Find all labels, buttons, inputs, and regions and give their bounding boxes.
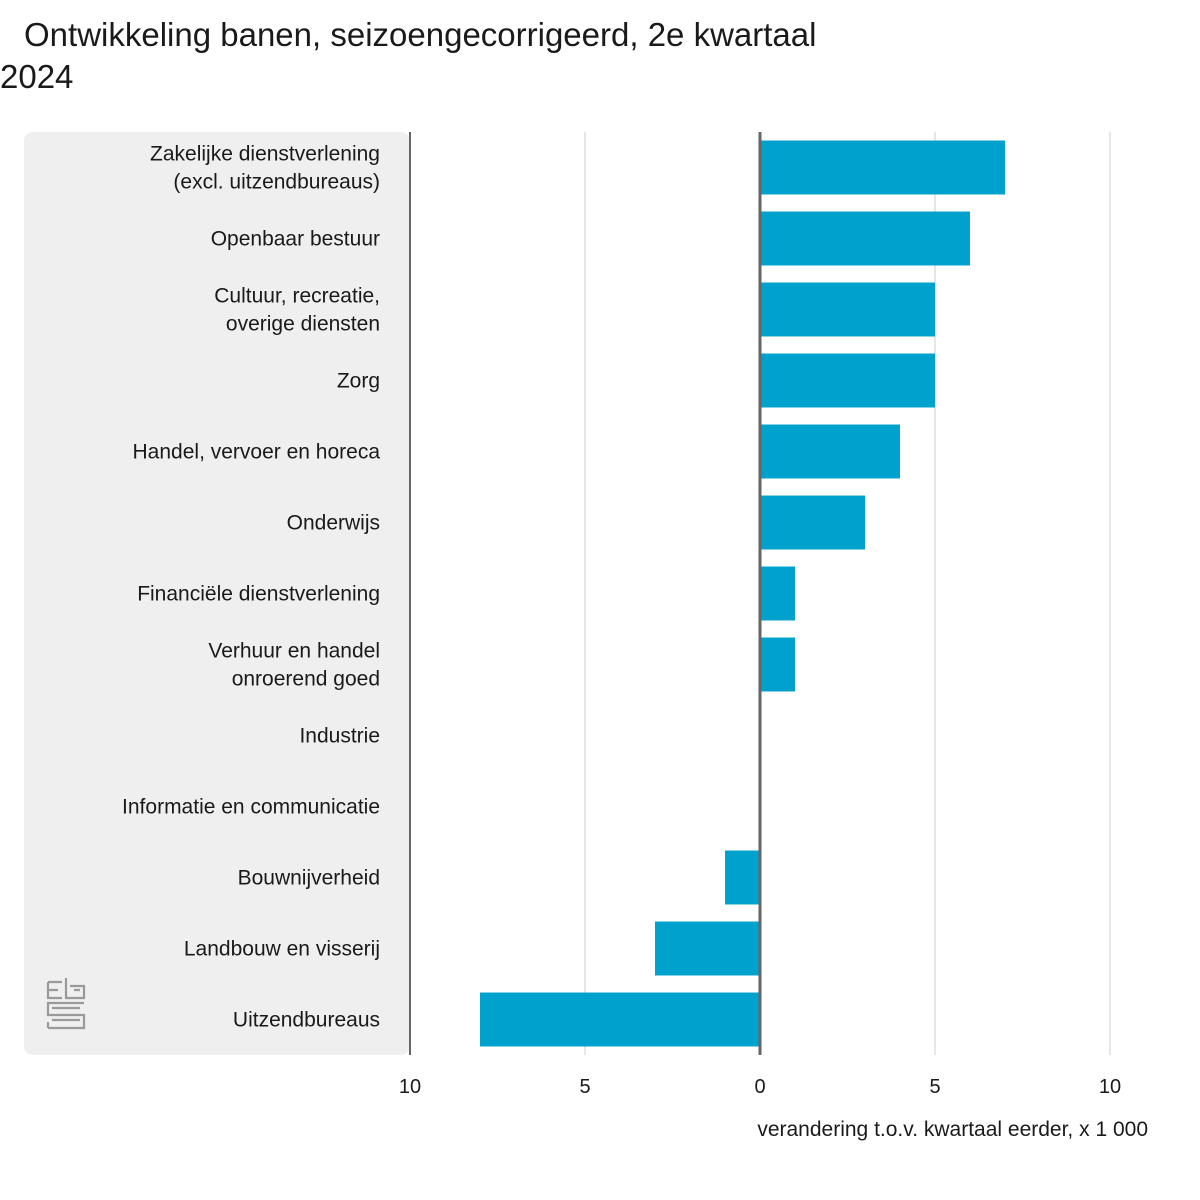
bar-12 bbox=[480, 992, 760, 1047]
category-label-line: Financiële dienstverlening bbox=[137, 583, 380, 606]
category-label-line: Informatie en communicatie bbox=[122, 796, 380, 819]
category-label-panel bbox=[24, 132, 410, 1055]
cbs-logo-icon bbox=[46, 978, 86, 1030]
x-axis-title: verandering t.o.v. kwartaal eerder, x 1 … bbox=[757, 1118, 1148, 1141]
bar-11 bbox=[655, 921, 760, 976]
category-label-line: Bouwnijverheid bbox=[238, 867, 380, 890]
category-label-line: Openbaar bestuur bbox=[211, 228, 380, 251]
category-label-line: Uitzendbureaus bbox=[233, 1009, 380, 1032]
bar-6 bbox=[760, 566, 795, 621]
category-label-line: Industrie bbox=[299, 725, 380, 748]
category-label-line: Onderwijs bbox=[287, 512, 380, 535]
bar-5 bbox=[760, 495, 865, 550]
x-tick-label-2: 0 bbox=[754, 1076, 765, 1098]
category-label-5: Onderwijs bbox=[287, 512, 380, 535]
category-labels: Zakelijke dienstverlening (excl. uitzendb… bbox=[122, 143, 380, 1032]
category-label-1: Openbaar bestuur bbox=[211, 228, 380, 251]
category-label-3: Zorg bbox=[337, 370, 380, 393]
x-tick-labels: 10 5 0 5 10 bbox=[399, 1076, 1121, 1098]
category-label-8: Industrie bbox=[299, 725, 380, 748]
category-label-10: Bouwnijverheid bbox=[238, 867, 380, 890]
bar-4 bbox=[760, 424, 900, 479]
category-label-7: Verhuur en handel onroerend goed bbox=[208, 640, 380, 691]
bar-2 bbox=[760, 282, 935, 337]
bar-10 bbox=[725, 850, 760, 905]
bar-0 bbox=[760, 140, 1005, 195]
category-label-line: overige diensten bbox=[226, 313, 380, 336]
category-label-line: Handel, vervoer en horeca bbox=[133, 441, 381, 464]
category-label-6: Financiële dienstverlening bbox=[137, 583, 380, 606]
category-label-4: Handel, vervoer en horeca bbox=[133, 441, 381, 464]
x-tick-label-0: 10 bbox=[399, 1076, 421, 1098]
x-tick-label-1: 5 bbox=[579, 1076, 590, 1098]
bars bbox=[480, 132, 1005, 1055]
category-label-line: Landbouw en visserij bbox=[184, 938, 380, 961]
category-label-2: Cultuur, recreatie, overige diensten bbox=[214, 285, 380, 336]
category-label-line: Verhuur en handel bbox=[208, 640, 380, 663]
category-label-line: (excl. uitzendbureaus) bbox=[173, 171, 380, 194]
bar-3 bbox=[760, 353, 935, 408]
x-tick-label-3: 5 bbox=[929, 1076, 940, 1098]
category-label-line: Zorg bbox=[337, 370, 380, 393]
category-label-12: Uitzendbureaus bbox=[233, 1009, 380, 1032]
category-label-line: Zakelijke dienstverlening bbox=[150, 143, 380, 166]
category-label-11: Landbouw en visserij bbox=[184, 938, 380, 961]
bar-7 bbox=[760, 637, 795, 692]
x-tick-label-4: 10 bbox=[1099, 1076, 1121, 1098]
chart-title: Ontwikkeling banen, seizoengecorrigeerd,… bbox=[0, 16, 817, 95]
category-label-line: Cultuur, recreatie, bbox=[214, 285, 380, 308]
bar-1 bbox=[760, 211, 970, 266]
category-label-9: Informatie en communicatie bbox=[122, 796, 380, 819]
category-label-0: Zakelijke dienstverlening (excl. uitzendb… bbox=[150, 143, 380, 194]
category-label-line: onroerend goed bbox=[232, 668, 380, 691]
